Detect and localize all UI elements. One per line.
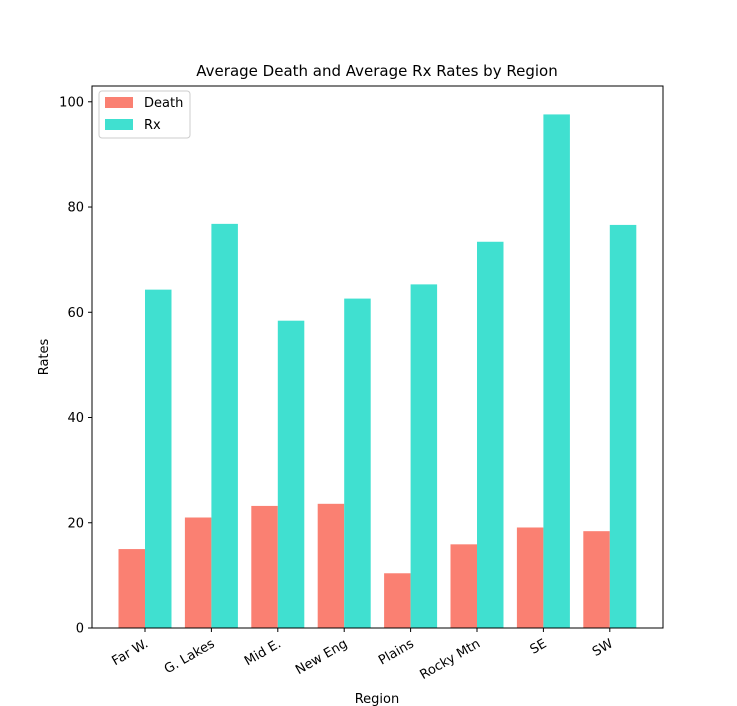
y-tick-label: 40 (67, 411, 84, 426)
y-tick-label: 0 (76, 622, 84, 637)
bar-rx-plains (410, 284, 438, 628)
bar-rx-new-eng (344, 298, 371, 628)
y-tick-label: 20 (67, 516, 84, 531)
bar-death-rocky-mtn (450, 544, 477, 628)
bar-death-g-lakes (184, 517, 212, 628)
x-tick-label: Plains (376, 636, 417, 668)
bar-death-sw (583, 531, 610, 628)
y-axis: 0 20 40 60 80 100 (59, 95, 92, 637)
bar-rx-se (543, 114, 570, 629)
x-tick-label: Rocky Mtn (417, 636, 483, 682)
bar-death-new-eng (317, 503, 345, 628)
bar-rx-far-w (145, 289, 172, 628)
legend-label-rx: Rx (144, 118, 161, 133)
legend-swatch-death (105, 97, 133, 108)
y-tick-label: 60 (67, 306, 84, 321)
plot-area (118, 114, 637, 629)
bar-death-plains (384, 573, 411, 628)
bar-rx-g-lakes (211, 223, 238, 628)
x-tick-label: Mid E. (242, 636, 284, 669)
x-tick-label: G. Lakes (162, 636, 218, 677)
bar-rx-sw (609, 224, 637, 629)
y-tick-label: 80 (67, 201, 84, 216)
legend-label-death: Death (144, 96, 183, 111)
x-tick-label: SW (590, 636, 616, 660)
x-axis-label: Region (355, 692, 400, 706)
x-tick-label: New Eng (293, 636, 350, 678)
chart-title: Average Death and Average Rx Rates by Re… (196, 62, 557, 80)
y-tick-label: 100 (59, 95, 84, 110)
bar-death-mid-e (251, 505, 278, 628)
legend-swatch-rx (105, 119, 133, 130)
y-axis-label: Rates (37, 338, 52, 375)
x-tick-label: Far W. (110, 636, 151, 669)
x-axis: Far W. G. Lakes Mid E. New Eng Plains Rocky M… (110, 628, 616, 683)
bar-rx-rocky-mtn (477, 241, 504, 628)
axes-frame (91, 85, 664, 629)
bar-rx-mid-e (277, 320, 305, 628)
bar-death-far-w (118, 549, 145, 628)
x-tick-label: SE (528, 636, 550, 657)
legend: Death Rx (98, 90, 191, 139)
bar-death-se (516, 527, 544, 628)
